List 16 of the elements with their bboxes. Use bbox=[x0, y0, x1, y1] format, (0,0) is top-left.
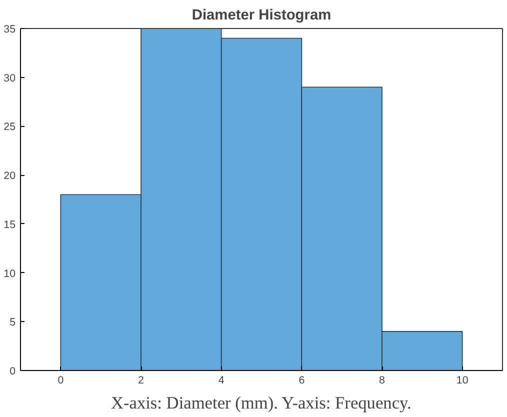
x-tick-label: 2 bbox=[138, 374, 144, 386]
y-tick-label: 25 bbox=[4, 121, 16, 134]
x-tick-label: 0 bbox=[58, 374, 64, 386]
y-tick-label: 0 bbox=[10, 366, 16, 378]
x-tick-label: 6 bbox=[298, 374, 305, 386]
x-tick-label: 4 bbox=[218, 374, 224, 386]
text: X-axis: Diameter (mm). Y-axis: Frequency. bbox=[110, 394, 412, 412]
x-tick-label: 10 bbox=[456, 374, 468, 386]
y-tick-label: 15 bbox=[4, 218, 16, 231]
x-tick-label: 8 bbox=[379, 374, 386, 386]
y-tick-label: 5 bbox=[10, 316, 16, 329]
chart-title: Diameter Histogram bbox=[192, 8, 332, 24]
y-tick-label: 10 bbox=[4, 268, 16, 280]
y-tick-label: 20 bbox=[4, 170, 16, 182]
y-tick-label: 30 bbox=[4, 72, 16, 84]
y-tick-label: 35 bbox=[4, 24, 16, 36]
